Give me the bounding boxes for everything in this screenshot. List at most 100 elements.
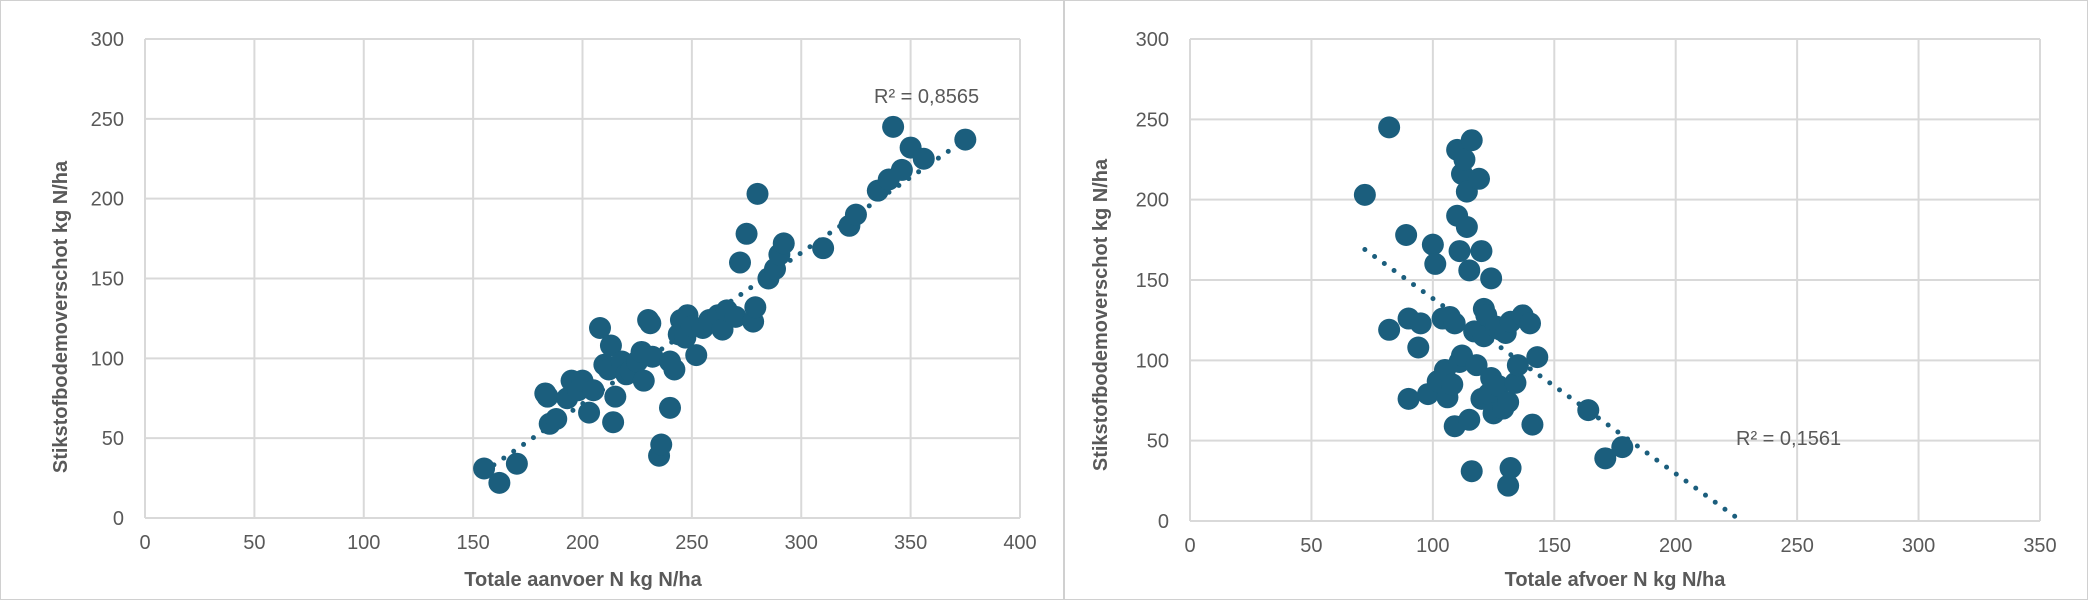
x-axis-title-aanvoer: Totale aanvoer N kg N/ha [464,569,702,591]
data-point [1453,148,1476,171]
gridlines-afvoer [1189,38,2041,522]
data-point [1499,456,1522,479]
data-point [1353,183,1376,206]
data-point [536,385,559,408]
y-tick-label: 250 [1136,109,1169,131]
data-point [639,312,662,335]
data-point [1465,354,1488,377]
data-point [1497,391,1520,414]
y-tick-label: 50 [102,428,124,450]
data-point [604,385,627,408]
data-point [602,411,625,434]
y-tick-label: 100 [91,348,124,370]
data-point [1378,116,1401,139]
x-tick-label: 300 [785,532,818,554]
x-tick-label: 350 [894,532,927,554]
scatter-chart-aanvoer: 0 50 100 150 200 250 300 350 400 0 50 100 150 200 250 3… [50,29,1037,591]
x-tick-label: 200 [1659,535,1692,557]
x-tick-label: 50 [1300,535,1322,557]
x-tick-label: 150 [1538,535,1571,557]
data-point [1443,312,1466,335]
data-point [729,251,751,274]
data-point [650,433,673,456]
data-point [1519,312,1541,335]
data-point [735,222,758,245]
data-point [1395,224,1418,247]
data-point [844,203,867,226]
y-tick-label: 200 [1136,190,1169,212]
data-point [882,115,905,138]
y-tick-label: 0 [113,508,124,530]
data-point [1577,399,1600,422]
data-point [1594,447,1617,470]
data-point [1480,267,1503,290]
data-point [1504,371,1527,394]
x-tick-label: 100 [1416,535,1449,557]
data-point [488,471,511,494]
data-point [473,457,496,480]
y-tick-label: 50 [1147,431,1169,453]
data-point [890,158,913,181]
data-point [1378,318,1401,341]
data-point [545,408,568,431]
data-point [599,334,622,357]
y-tick-label: 300 [1136,29,1169,51]
y-axis-title-aanvoer: Stikstofbodemoverschot kg N/ha [50,160,72,473]
data-point [578,401,601,424]
x-tick-label: 150 [456,532,489,554]
data-point [641,345,664,368]
x-tick-label: 350 [2023,535,2056,557]
data-point [1397,387,1420,410]
x-tick-label: 200 [566,532,599,554]
data-point [1506,354,1529,377]
y-tick-label: 150 [91,269,124,291]
scatter-chart-afvoer: 0 50 100 150 200 250 300 350 0 50 100 150 200 250 300 R… [1090,29,2057,591]
chart-panel-aanvoer: 0 50 100 150 200 250 300 350 400 0 50 100 150 200 250 3… [0,0,1064,600]
data-point [1497,474,1520,497]
data-point [772,232,795,255]
data-point [663,358,686,381]
data-point [724,305,747,328]
data-point [1424,252,1447,275]
data-point [1455,215,1478,238]
gridlines-aanvoer [144,38,1021,519]
data-point [1458,259,1481,282]
r2-label-afvoer: R² = 0,1561 [1736,428,1841,450]
data-point [912,147,935,170]
data-point [582,379,605,402]
data-point [1611,436,1634,459]
data-point [1526,346,1549,369]
data-point [1441,373,1464,396]
data-point [954,128,977,151]
data-point [1421,233,1444,256]
y-tick-label: 150 [1136,270,1169,292]
data-point [659,396,681,419]
data-point [1468,167,1490,190]
x-tick-label: 100 [347,532,380,554]
y-tick-label: 100 [1136,350,1169,372]
x-tick-label: 50 [243,532,265,554]
trendline-afvoer [1362,246,1744,524]
data-point [589,316,611,339]
data-point [1460,129,1483,152]
r2-label-aanvoer: R² = 0,8565 [874,86,979,108]
x-axis-title-afvoer: Totale afvoer N kg N/ha [1505,569,1727,591]
x-tick-label: 300 [1902,535,1935,557]
y-tick-label: 300 [91,29,124,51]
data-point [744,296,767,319]
x-tick-label: 400 [1003,532,1036,554]
data-point [1458,408,1481,431]
y-tick-label: 200 [91,189,124,211]
y-axis-title-afvoer: Stikstofbodemoverschot kg N/ha [1090,158,1112,471]
data-point [1487,375,1510,398]
y-tick-label: 0 [1158,511,1169,533]
x-tick-label: 0 [139,532,150,554]
data-point [632,369,655,392]
x-tick-label: 250 [1780,535,1813,557]
y-tick-label: 250 [91,109,124,131]
data-point [1448,240,1471,263]
data-point [812,237,835,260]
x-tick-label: 0 [1184,535,1195,557]
data-point [1470,240,1493,263]
